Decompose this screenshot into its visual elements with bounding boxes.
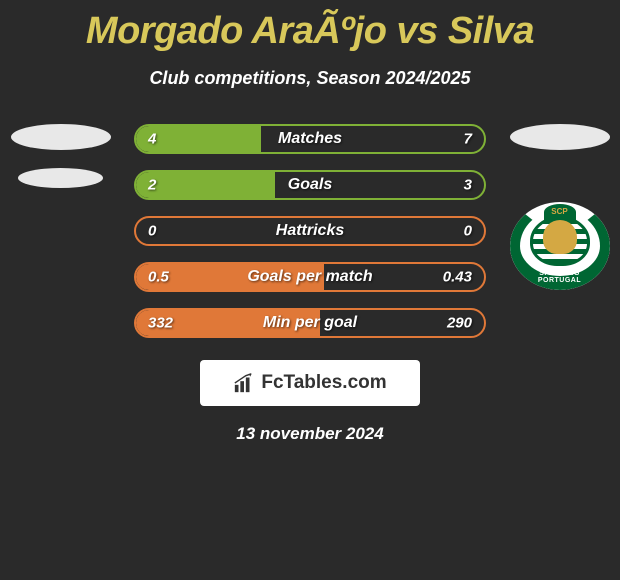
stats-column: 4 Matches 7 2 Goals 3 0 Hattricks 0 0.5 Goals per … (134, 124, 486, 338)
logo-text: FcTables.com (261, 372, 386, 394)
stat-left-value: 4 (148, 131, 156, 148)
footer: FcTables.com 13 november 2024 (0, 360, 620, 444)
stat-left-value: 0 (148, 223, 156, 240)
right-badges: SCP SPORTINGPORTUGAL (507, 124, 612, 290)
stat-bar: 0 Hattricks 0 (134, 216, 486, 246)
ellipse-placeholder-icon (510, 124, 610, 150)
stat-label: Min per goal (263, 314, 357, 332)
crest-circle: SCP SPORTINGPORTUGAL (510, 202, 610, 290)
stat-right-value: 0.43 (443, 269, 472, 286)
stat-bar: 4 Matches 7 (134, 124, 486, 154)
stat-right-value: 0 (464, 223, 472, 240)
stat-bar: 2 Goals 3 (134, 170, 486, 200)
subtitle: Club competitions, Season 2024/2025 (0, 68, 620, 89)
ellipse-placeholder-icon (18, 168, 103, 188)
stat-bar: 332 Min per goal 290 (134, 308, 486, 338)
crest-bottom-label: SPORTINGPORTUGAL (538, 270, 581, 285)
left-badges (8, 124, 113, 188)
stat-label: Hattricks (276, 222, 344, 240)
ellipse-placeholder-icon (11, 124, 111, 150)
chart-bars-icon (233, 372, 255, 394)
stat-left-value: 0.5 (148, 269, 169, 286)
stat-right-value: 7 (464, 131, 472, 148)
stat-label: Matches (278, 130, 342, 148)
stat-right-value: 3 (464, 177, 472, 194)
stat-right-value: 290 (447, 315, 472, 332)
stat-left-value: 332 (148, 315, 173, 332)
stat-left-value: 2 (148, 177, 156, 194)
page-title: Morgado AraÃºjo vs Silva (0, 10, 620, 53)
infographic-container: Morgado AraÃºjo vs Silva Club competitio… (0, 0, 620, 454)
crest-scp-label: SCP (544, 204, 576, 220)
content-area: SCP SPORTINGPORTUGAL 4 Matches 7 2 Goals 3 0 Ha… (0, 124, 620, 338)
sporting-crest-icon: SCP SPORTINGPORTUGAL (510, 202, 610, 290)
stat-bar: 0.5 Goals per match 0.43 (134, 262, 486, 292)
fctables-logo: FcTables.com (200, 360, 420, 406)
date-text: 13 november 2024 (236, 424, 383, 444)
stat-label: Goals (288, 176, 332, 194)
stat-fill (136, 172, 275, 198)
crest-lion-icon (543, 220, 577, 254)
stat-label: Goals per match (247, 268, 372, 286)
